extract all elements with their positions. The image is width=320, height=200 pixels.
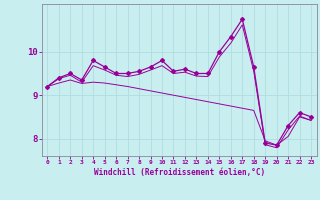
X-axis label: Windchill (Refroidissement éolien,°C): Windchill (Refroidissement éolien,°C) <box>94 168 265 177</box>
